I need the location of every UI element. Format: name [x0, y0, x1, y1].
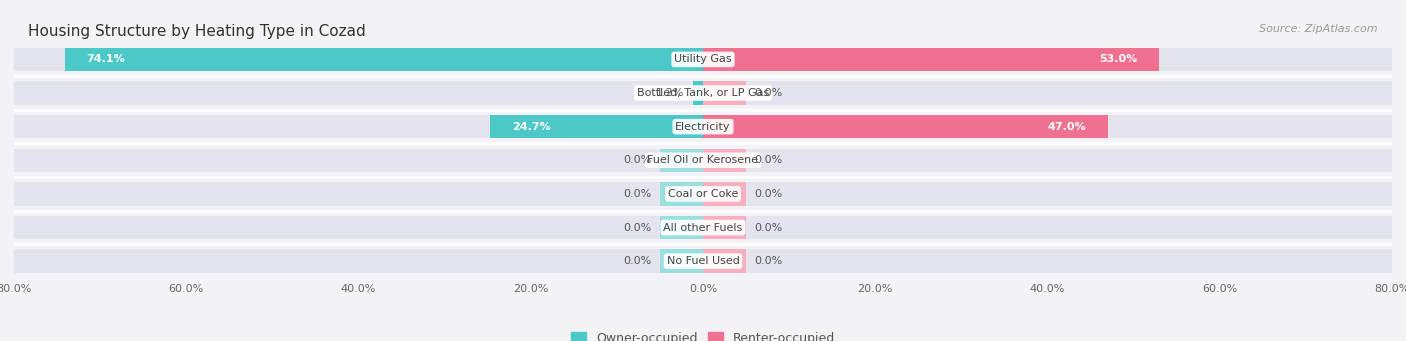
Text: Source: ZipAtlas.com: Source: ZipAtlas.com: [1260, 24, 1378, 34]
Text: 1.2%: 1.2%: [655, 88, 685, 98]
Text: Housing Structure by Heating Type in Cozad: Housing Structure by Heating Type in Coz…: [28, 24, 366, 39]
Bar: [14, 48, 1392, 71]
Text: 0.0%: 0.0%: [755, 189, 783, 199]
Bar: [693, 81, 703, 105]
Bar: [65, 48, 703, 71]
Text: 53.0%: 53.0%: [1099, 55, 1137, 64]
Bar: [659, 182, 703, 206]
Bar: [14, 216, 1392, 239]
Text: 24.7%: 24.7%: [512, 122, 551, 132]
Text: 0.0%: 0.0%: [623, 155, 651, 165]
Bar: [14, 182, 1392, 206]
Text: Bottled, Tank, or LP Gas: Bottled, Tank, or LP Gas: [637, 88, 769, 98]
Text: Electricity: Electricity: [675, 122, 731, 132]
Text: 0.0%: 0.0%: [755, 155, 783, 165]
Bar: [703, 182, 747, 206]
Text: 74.1%: 74.1%: [86, 55, 125, 64]
Text: No Fuel Used: No Fuel Used: [666, 256, 740, 266]
Text: 47.0%: 47.0%: [1047, 122, 1087, 132]
Bar: [14, 148, 1392, 172]
Bar: [703, 81, 747, 105]
Text: Utility Gas: Utility Gas: [675, 55, 731, 64]
Bar: [659, 216, 703, 239]
Bar: [491, 115, 703, 138]
Bar: [703, 249, 747, 273]
Text: 0.0%: 0.0%: [623, 189, 651, 199]
Bar: [14, 249, 1392, 273]
Bar: [703, 148, 747, 172]
Text: 0.0%: 0.0%: [623, 223, 651, 233]
Bar: [14, 81, 1392, 105]
Text: 0.0%: 0.0%: [755, 256, 783, 266]
Text: All other Fuels: All other Fuels: [664, 223, 742, 233]
Text: 0.0%: 0.0%: [755, 88, 783, 98]
Bar: [14, 115, 1392, 138]
Bar: [659, 249, 703, 273]
Legend: Owner-occupied, Renter-occupied: Owner-occupied, Renter-occupied: [567, 327, 839, 341]
Text: Fuel Oil or Kerosene: Fuel Oil or Kerosene: [647, 155, 759, 165]
Text: 0.0%: 0.0%: [623, 256, 651, 266]
Bar: [703, 115, 1108, 138]
Bar: [703, 48, 1160, 71]
Bar: [659, 148, 703, 172]
Text: Coal or Coke: Coal or Coke: [668, 189, 738, 199]
Text: 0.0%: 0.0%: [755, 223, 783, 233]
Bar: [703, 216, 747, 239]
